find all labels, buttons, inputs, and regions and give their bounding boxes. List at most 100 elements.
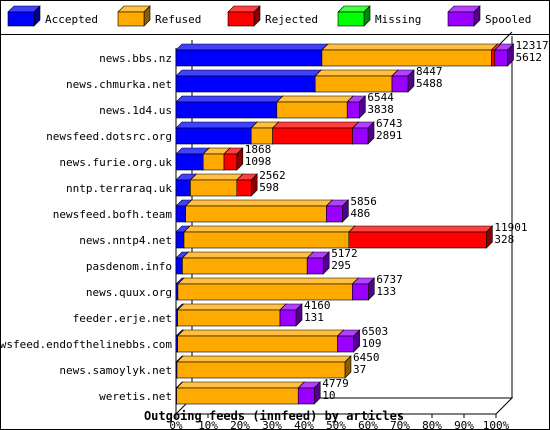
x-tick-label: 90% bbox=[454, 419, 474, 430]
x-tick-label: 20% bbox=[230, 419, 250, 430]
offered-value-label: 6544 bbox=[367, 91, 394, 104]
category-label: pasdenom.info bbox=[86, 260, 172, 273]
bar-refused-9-top bbox=[177, 277, 360, 285]
legend-label-spooled: Spooled bbox=[485, 13, 531, 26]
bar-rejected-5 bbox=[236, 173, 258, 197]
bar-refused-0-front bbox=[321, 49, 492, 67]
bar-refused-7-top bbox=[183, 225, 356, 233]
bar-refused-9-front bbox=[177, 283, 353, 301]
legend-swatch-refused bbox=[117, 5, 151, 27]
x-tick-label: 70% bbox=[390, 419, 410, 430]
bar-refused-12 bbox=[176, 355, 352, 379]
bar-refused-1-top bbox=[314, 69, 399, 77]
bar-accepted-3 bbox=[175, 121, 258, 145]
offered-value-label: 4160 bbox=[304, 299, 331, 312]
bar-spooled-13 bbox=[297, 381, 321, 405]
bar-spooled-11-front bbox=[337, 335, 354, 353]
bar-refused-2-front bbox=[276, 101, 348, 119]
x-tick-label: 50% bbox=[326, 419, 346, 430]
bar-refused-12-front bbox=[176, 361, 346, 379]
bar-spooled-8-front bbox=[306, 257, 324, 275]
bar-refused-8 bbox=[181, 251, 314, 275]
legend-swatch-missing-front bbox=[337, 11, 365, 27]
category-label: news.nntp4.net bbox=[79, 234, 172, 247]
x-tick-label: 30% bbox=[262, 419, 282, 430]
bar-refused-1-front bbox=[314, 75, 393, 93]
offered-value-label: 8447 bbox=[416, 65, 443, 78]
bar-row-8 bbox=[175, 251, 330, 275]
bar-refused-10-front bbox=[177, 309, 281, 327]
bar-row-10 bbox=[175, 303, 303, 327]
bar-accepted-3-front bbox=[175, 127, 252, 145]
bar-row-12 bbox=[175, 355, 352, 379]
bar-refused-0-top bbox=[321, 43, 499, 51]
bar-rejected-7-top bbox=[348, 225, 494, 233]
bar-refused-9 bbox=[177, 277, 360, 301]
bar-accepted-0-top bbox=[175, 43, 329, 51]
bar-refused-11-top bbox=[176, 329, 345, 337]
legend-swatch-accepted-front bbox=[7, 11, 35, 27]
offered-value-label: 12317 bbox=[516, 39, 549, 52]
bar-accepted-1-top bbox=[175, 69, 322, 77]
bar-spooled-3-front bbox=[352, 127, 369, 145]
bar-accepted-7-front bbox=[175, 231, 185, 249]
bar-accepted-8-front bbox=[175, 257, 183, 275]
bar-accepted-2 bbox=[175, 95, 284, 119]
bar-rejected-4 bbox=[223, 147, 244, 171]
bar-row-3 bbox=[175, 121, 375, 145]
accepted-value-label: 295 bbox=[331, 259, 351, 272]
bar-spooled-13-front bbox=[297, 387, 315, 405]
x-tick-label: 10% bbox=[198, 419, 218, 430]
category-label: nntp.terraraq.uk bbox=[66, 182, 172, 195]
legend-label-rejected: Rejected bbox=[265, 13, 318, 26]
bar-rejected-4-front bbox=[223, 153, 238, 171]
bar-refused-13-top bbox=[175, 381, 305, 389]
bar-refused-4 bbox=[202, 147, 231, 171]
accepted-value-label: 10 bbox=[322, 389, 335, 402]
bar-refused-3-front bbox=[250, 127, 273, 145]
legend-label-refused: Refused bbox=[155, 13, 201, 26]
bar-spooled-9 bbox=[351, 277, 376, 301]
accepted-value-label: 131 bbox=[304, 311, 324, 324]
bar-refused-6 bbox=[184, 199, 334, 223]
bar-refused-2 bbox=[276, 95, 354, 119]
category-label: newsfeed.dotsrc.org bbox=[46, 130, 172, 143]
legend-swatch-accepted bbox=[7, 5, 41, 27]
legend-swatch-rejected-front bbox=[227, 11, 255, 27]
offered-value-label: 1868 bbox=[245, 143, 271, 156]
category-label: news.chmurka.net bbox=[66, 78, 172, 91]
bar-accepted-1-front bbox=[175, 75, 316, 93]
x-tick-label: 80% bbox=[422, 419, 442, 430]
accepted-value-label: 598 bbox=[259, 181, 279, 194]
accepted-value-label: 2891 bbox=[376, 129, 403, 142]
legend-label-missing: Missing bbox=[375, 13, 421, 26]
offered-value-label: 6743 bbox=[376, 117, 403, 130]
bar-row-2 bbox=[175, 95, 367, 119]
bar-refused-11-front bbox=[177, 335, 338, 353]
category-label: news.furie.org.uk bbox=[59, 156, 172, 169]
bar-accepted-6-front bbox=[175, 205, 186, 223]
offered-value-label: 4779 bbox=[322, 377, 349, 390]
bar-row-11 bbox=[175, 329, 361, 353]
category-label: news.1d4.us bbox=[99, 104, 172, 117]
category-label: news.quux.org bbox=[86, 286, 172, 299]
bar-row-5 bbox=[175, 173, 258, 197]
accepted-value-label: 37 bbox=[353, 363, 366, 376]
offered-value-label: 6450 bbox=[353, 351, 380, 364]
bar-refused-12-top bbox=[176, 355, 352, 363]
x-tick-label: 60% bbox=[358, 419, 378, 430]
bar-refused-6-top bbox=[184, 199, 334, 207]
category-label: newsfeed.endofthelinebbs.com bbox=[0, 338, 172, 351]
bar-spooled-0-front bbox=[494, 49, 508, 67]
bar-spooled-10-front bbox=[279, 309, 297, 327]
bar-accepted-1 bbox=[175, 69, 322, 93]
bar-accepted-0 bbox=[175, 43, 329, 67]
bar-spooled-1 bbox=[391, 69, 415, 93]
bar-row-7 bbox=[175, 225, 494, 249]
bar-accepted-2-top bbox=[175, 95, 284, 103]
bar-spooled-6-front bbox=[326, 205, 343, 223]
x-axis-label: Outgoing feeds (innfeed) by articles bbox=[144, 409, 404, 423]
offered-value-label: 5172 bbox=[331, 247, 358, 260]
accepted-value-label: 328 bbox=[494, 233, 514, 246]
